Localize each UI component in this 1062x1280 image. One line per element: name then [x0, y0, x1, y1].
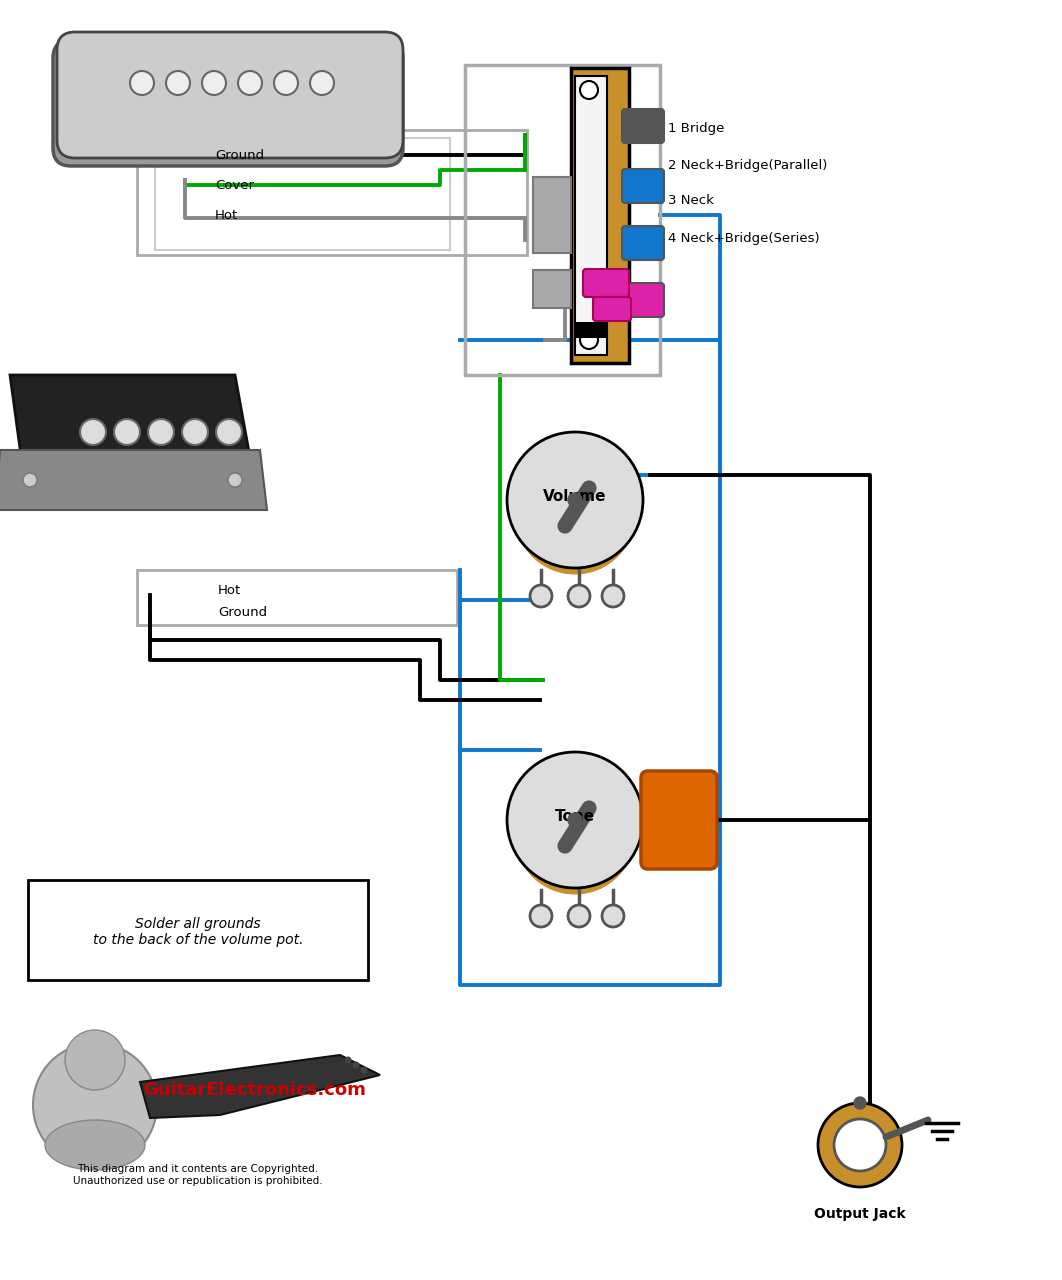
Circle shape	[33, 1043, 157, 1167]
FancyBboxPatch shape	[622, 227, 664, 260]
Bar	[571, 68, 629, 364]
Circle shape	[568, 585, 590, 607]
Circle shape	[507, 433, 643, 568]
Circle shape	[23, 474, 37, 486]
Polygon shape	[10, 375, 255, 485]
Text: This diagram and it contents are Copyrighted.
Unauthorized use or republication : This diagram and it contents are Copyrig…	[73, 1165, 323, 1185]
FancyBboxPatch shape	[622, 109, 664, 143]
FancyBboxPatch shape	[583, 269, 629, 297]
FancyBboxPatch shape	[622, 169, 664, 204]
FancyBboxPatch shape	[57, 32, 402, 157]
Circle shape	[228, 474, 242, 486]
Text: 2 Neck+Bridge(Parallel): 2 Neck+Bridge(Parallel)	[668, 159, 827, 172]
Bar	[155, 138, 450, 250]
FancyBboxPatch shape	[641, 771, 717, 869]
Circle shape	[530, 905, 552, 927]
Circle shape	[602, 905, 624, 927]
Text: GuitarElectronics.com: GuitarElectronics.com	[143, 1082, 366, 1100]
Circle shape	[818, 1103, 902, 1187]
Circle shape	[568, 905, 590, 927]
Bar	[575, 323, 607, 338]
Text: Ground: Ground	[215, 148, 264, 161]
Circle shape	[216, 419, 242, 445]
Circle shape	[310, 70, 335, 95]
Bar	[137, 570, 457, 625]
Circle shape	[130, 70, 154, 95]
Bar	[137, 131, 527, 255]
Circle shape	[568, 813, 582, 827]
Circle shape	[515, 774, 635, 893]
Circle shape	[166, 70, 190, 95]
Circle shape	[854, 1097, 866, 1108]
Circle shape	[515, 454, 635, 573]
Circle shape	[580, 81, 598, 99]
Circle shape	[148, 419, 174, 445]
Text: Tone: Tone	[555, 809, 595, 823]
Bar	[28, 881, 369, 980]
Text: 3 Neck: 3 Neck	[668, 193, 714, 206]
Bar	[533, 270, 571, 308]
FancyBboxPatch shape	[622, 283, 664, 317]
Circle shape	[834, 1119, 886, 1171]
Polygon shape	[140, 1055, 380, 1117]
Circle shape	[202, 70, 226, 95]
Circle shape	[344, 1056, 352, 1064]
Polygon shape	[0, 451, 267, 509]
Text: Hot: Hot	[218, 584, 241, 596]
Text: Cover: Cover	[215, 178, 254, 192]
Circle shape	[274, 70, 298, 95]
Circle shape	[80, 419, 106, 445]
Bar	[465, 65, 660, 375]
FancyBboxPatch shape	[53, 40, 402, 166]
Circle shape	[353, 1061, 360, 1069]
Text: 1 Bridge: 1 Bridge	[668, 122, 724, 134]
Text: Solder all grounds
to the back of the volume pot.: Solder all grounds to the back of the vo…	[92, 916, 304, 947]
Circle shape	[602, 585, 624, 607]
Ellipse shape	[45, 1120, 145, 1170]
Circle shape	[114, 419, 140, 445]
Text: Output Jack: Output Jack	[815, 1207, 906, 1221]
Circle shape	[182, 419, 208, 445]
Circle shape	[568, 493, 582, 507]
Circle shape	[507, 753, 643, 888]
Text: Volume: Volume	[544, 489, 606, 503]
Circle shape	[238, 70, 262, 95]
Circle shape	[65, 1030, 125, 1091]
Bar	[533, 177, 571, 253]
Circle shape	[530, 585, 552, 607]
Text: Ground: Ground	[218, 605, 268, 618]
Circle shape	[360, 1066, 367, 1074]
Circle shape	[580, 332, 598, 349]
Text: 4 Neck+Bridge(Series): 4 Neck+Bridge(Series)	[668, 232, 820, 244]
Bar	[575, 76, 606, 355]
Text: Hot: Hot	[215, 209, 238, 221]
FancyBboxPatch shape	[593, 297, 631, 321]
